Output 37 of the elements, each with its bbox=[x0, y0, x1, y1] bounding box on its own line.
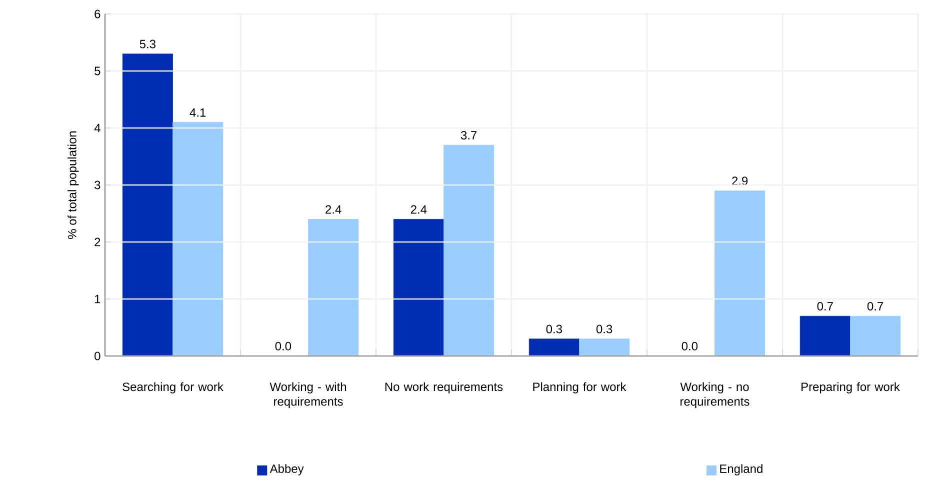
data-label: 5.3 bbox=[140, 40, 156, 48]
y-tick-label: 1 bbox=[94, 294, 100, 304]
bar bbox=[850, 316, 901, 356]
data-label: 2.4 bbox=[326, 205, 342, 214]
y-tick-label: 2 bbox=[94, 238, 100, 246]
data-label: 0.7 bbox=[817, 302, 833, 310]
bar bbox=[444, 144, 494, 356]
x-tick-label: Planning for work bbox=[533, 382, 626, 394]
y-tick-label: 4 bbox=[94, 124, 100, 132]
x-tick-label: No work requirements bbox=[385, 382, 503, 394]
y-tick-label: 5 bbox=[94, 66, 100, 76]
bar bbox=[393, 218, 444, 356]
data-label: 0.3 bbox=[596, 324, 612, 334]
data-label: 3.7 bbox=[460, 130, 477, 140]
x-tick-label: Preparing for work bbox=[802, 382, 900, 394]
x-tick-label: Working - with requirements bbox=[270, 382, 346, 408]
bar bbox=[308, 218, 359, 356]
data-label: 0.7 bbox=[867, 302, 884, 310]
legend-label: England bbox=[720, 464, 762, 476]
data-label: 0.0 bbox=[275, 342, 292, 350]
data-label: 4.1 bbox=[190, 108, 206, 117]
x-tick-label: Searching for work bbox=[122, 382, 224, 394]
data-label: 0.3 bbox=[546, 324, 562, 334]
bar bbox=[714, 190, 766, 356]
bar bbox=[800, 316, 850, 356]
data-label: 2.4 bbox=[410, 205, 427, 214]
bar bbox=[122, 54, 173, 356]
x-tick-label: Working - no requirements bbox=[680, 382, 750, 408]
legend-label: Abbey bbox=[270, 464, 304, 476]
data-label: 0.0 bbox=[682, 342, 698, 350]
bar bbox=[172, 122, 224, 356]
y-tick-label: 3 bbox=[94, 180, 100, 190]
y-tick-label: 0 bbox=[94, 352, 100, 360]
y-tick-label: 6 bbox=[94, 10, 100, 18]
bar bbox=[528, 338, 580, 356]
bar bbox=[579, 338, 630, 356]
y-axis-title: % of total population bbox=[68, 131, 79, 239]
